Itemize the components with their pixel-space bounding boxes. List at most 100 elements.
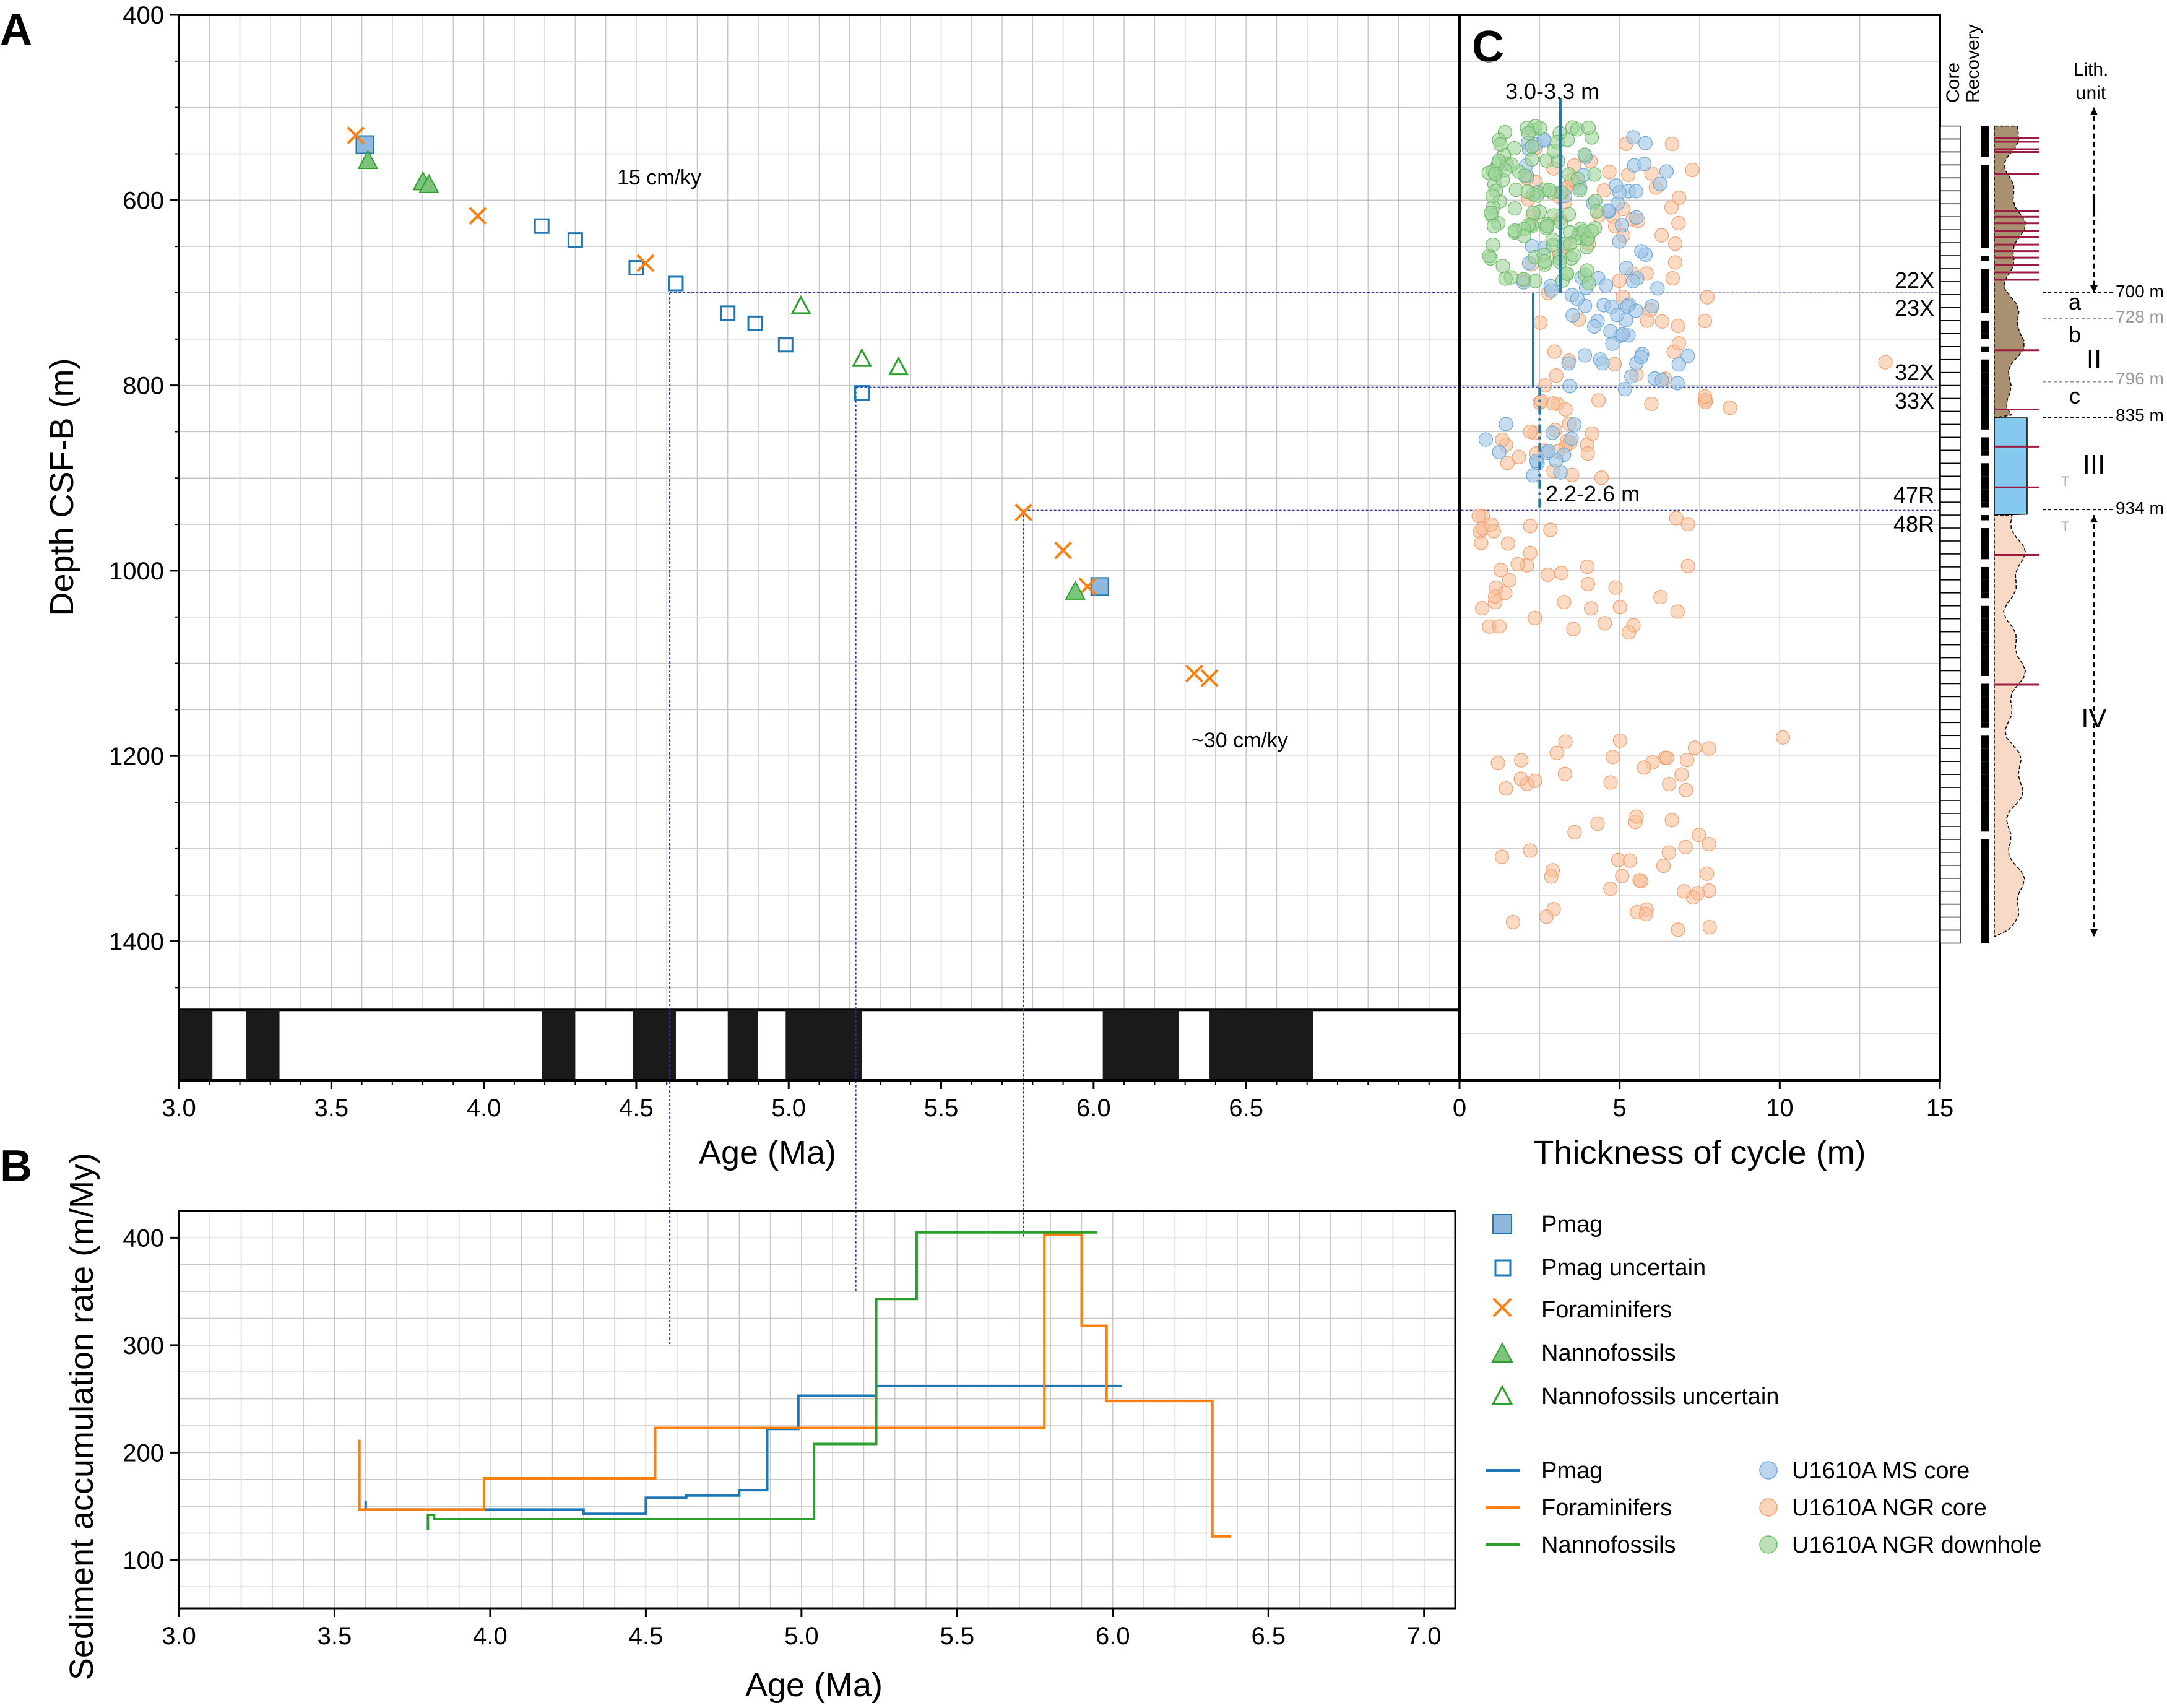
ngr-core-point xyxy=(1661,845,1676,860)
ngr-core-point xyxy=(1549,745,1564,760)
lith-unit-label-2: unit xyxy=(2076,83,2106,103)
tag-T-1: T xyxy=(2061,474,2069,489)
core-block xyxy=(1940,916,1961,931)
ngr-core-point xyxy=(1667,255,1682,270)
ngr-core-point xyxy=(1680,558,1695,573)
recovery-bar xyxy=(1981,489,1989,503)
ms-core-point xyxy=(1680,349,1695,363)
legend-label-ngr-core: U1610A NGR core xyxy=(1792,1495,1987,1521)
pmag-uncertain-point xyxy=(720,305,736,321)
legend-marker-pmag xyxy=(1492,1214,1512,1234)
ngr-core-point xyxy=(1512,449,1526,464)
core-block xyxy=(1940,774,1961,788)
unit-arrow-head xyxy=(2090,515,2098,523)
ngr-core-point xyxy=(1583,601,1599,616)
core-block xyxy=(1940,229,1961,243)
ms-core-point xyxy=(1553,465,1568,480)
recovery-bar xyxy=(1981,398,1989,412)
core-recovery-blocks xyxy=(1940,125,1989,944)
ngr-core-point xyxy=(1523,424,1538,439)
unit-III: III xyxy=(2083,449,2106,480)
x-tick-label: 6.5 xyxy=(1251,1623,1286,1650)
recovery-bar xyxy=(1981,269,1989,282)
ngr-core-point xyxy=(1680,517,1695,532)
core-block xyxy=(1940,709,1961,724)
core-block xyxy=(1940,800,1961,814)
core-block xyxy=(1940,384,1961,399)
ms-core-point xyxy=(1605,336,1620,351)
ngr-downhole-point xyxy=(1507,223,1522,238)
recovery-bar xyxy=(1981,761,1989,775)
ms-core-point xyxy=(1499,417,1513,431)
core-block xyxy=(1940,501,1961,516)
ngr-core-point xyxy=(1702,920,1717,935)
ms-core-point xyxy=(1614,218,1630,233)
recovery-bar xyxy=(1981,230,1989,243)
y-tick-label: 200 xyxy=(123,1439,164,1467)
foram-point xyxy=(1185,664,1203,683)
ms-core-point xyxy=(1638,136,1653,150)
core-block xyxy=(1940,358,1961,373)
legend-marker-pmag-uncertain xyxy=(1494,1259,1512,1277)
ms-core-point xyxy=(1629,210,1644,225)
core-block xyxy=(1940,748,1961,762)
ms-core-point xyxy=(1478,432,1494,447)
x-tick-label: 3.5 xyxy=(314,1095,349,1122)
chron-interval xyxy=(785,1010,862,1080)
ngr-core-point xyxy=(1676,884,1692,899)
core-block xyxy=(1940,125,1961,140)
legend-marker-ngr-downhole xyxy=(1759,1535,1778,1554)
ngr-core-point xyxy=(1672,190,1687,206)
ngr-downhole-point xyxy=(1540,219,1555,233)
ms-core-point xyxy=(1612,234,1627,249)
ngr-core-point xyxy=(1603,882,1618,896)
recovery-bar xyxy=(1981,774,1989,788)
legend-label-ms-core: U1610A MS core xyxy=(1792,1458,1970,1484)
ngr-core-point xyxy=(1567,825,1582,839)
panel-c-xlabel: Thickness of cycle (m) xyxy=(1533,1134,1866,1171)
ngr-core-point xyxy=(1664,813,1679,828)
ngr-core-point xyxy=(1687,740,1702,755)
ngr-core-point xyxy=(1539,909,1554,924)
foram-stroke xyxy=(1078,577,1097,596)
ngr-core-point xyxy=(1632,873,1647,888)
panel-b-grid xyxy=(179,1211,1456,1608)
ms-core-point xyxy=(1570,291,1585,306)
ngr-core-point xyxy=(1546,396,1560,411)
ngr-downhole-point xyxy=(1525,139,1539,154)
annotation-15cmky: 15 cm/ky xyxy=(617,166,701,189)
core-block xyxy=(1940,618,1961,633)
ngr-downhole-point xyxy=(1516,272,1531,287)
core-block xyxy=(1940,281,1961,295)
foram-stroke xyxy=(1200,669,1219,687)
nanno-point xyxy=(1065,580,1086,600)
core-label-32x: 32X xyxy=(1895,360,1934,385)
foram-stroke xyxy=(1054,541,1073,560)
subunit-b: b xyxy=(2069,322,2081,347)
ngr-core-point xyxy=(1775,730,1791,745)
recovery-bar xyxy=(1981,165,1989,178)
foram-point xyxy=(347,126,365,144)
ngr-downhole-point xyxy=(1508,183,1523,197)
unit-arrow-head xyxy=(2090,285,2098,293)
guide-lines xyxy=(669,292,1940,1345)
ngr-downhole-point xyxy=(1526,206,1541,220)
unit-II: II xyxy=(2087,344,2101,375)
y-tick-label: 400 xyxy=(123,2,164,29)
x-tick-label: 4.5 xyxy=(629,1623,664,1650)
core-block xyxy=(1940,826,1961,840)
ngr-core-point xyxy=(1602,165,1617,180)
recovery-bar xyxy=(1981,333,1989,339)
ms-core-point xyxy=(1628,303,1643,318)
core-block xyxy=(1940,371,1961,386)
core-block xyxy=(1940,397,1961,412)
core-block xyxy=(1940,462,1961,477)
ms-core-point xyxy=(1671,357,1686,372)
x-tick-label: 6.0 xyxy=(1096,1623,1130,1650)
core-block xyxy=(1940,903,1961,918)
boundary-796m: 796 m xyxy=(2116,369,2164,388)
core-block xyxy=(1940,177,1961,192)
nanno-uncertain-point xyxy=(851,348,872,367)
lithology-log xyxy=(1994,125,2039,938)
ms-core-point xyxy=(1625,274,1641,288)
